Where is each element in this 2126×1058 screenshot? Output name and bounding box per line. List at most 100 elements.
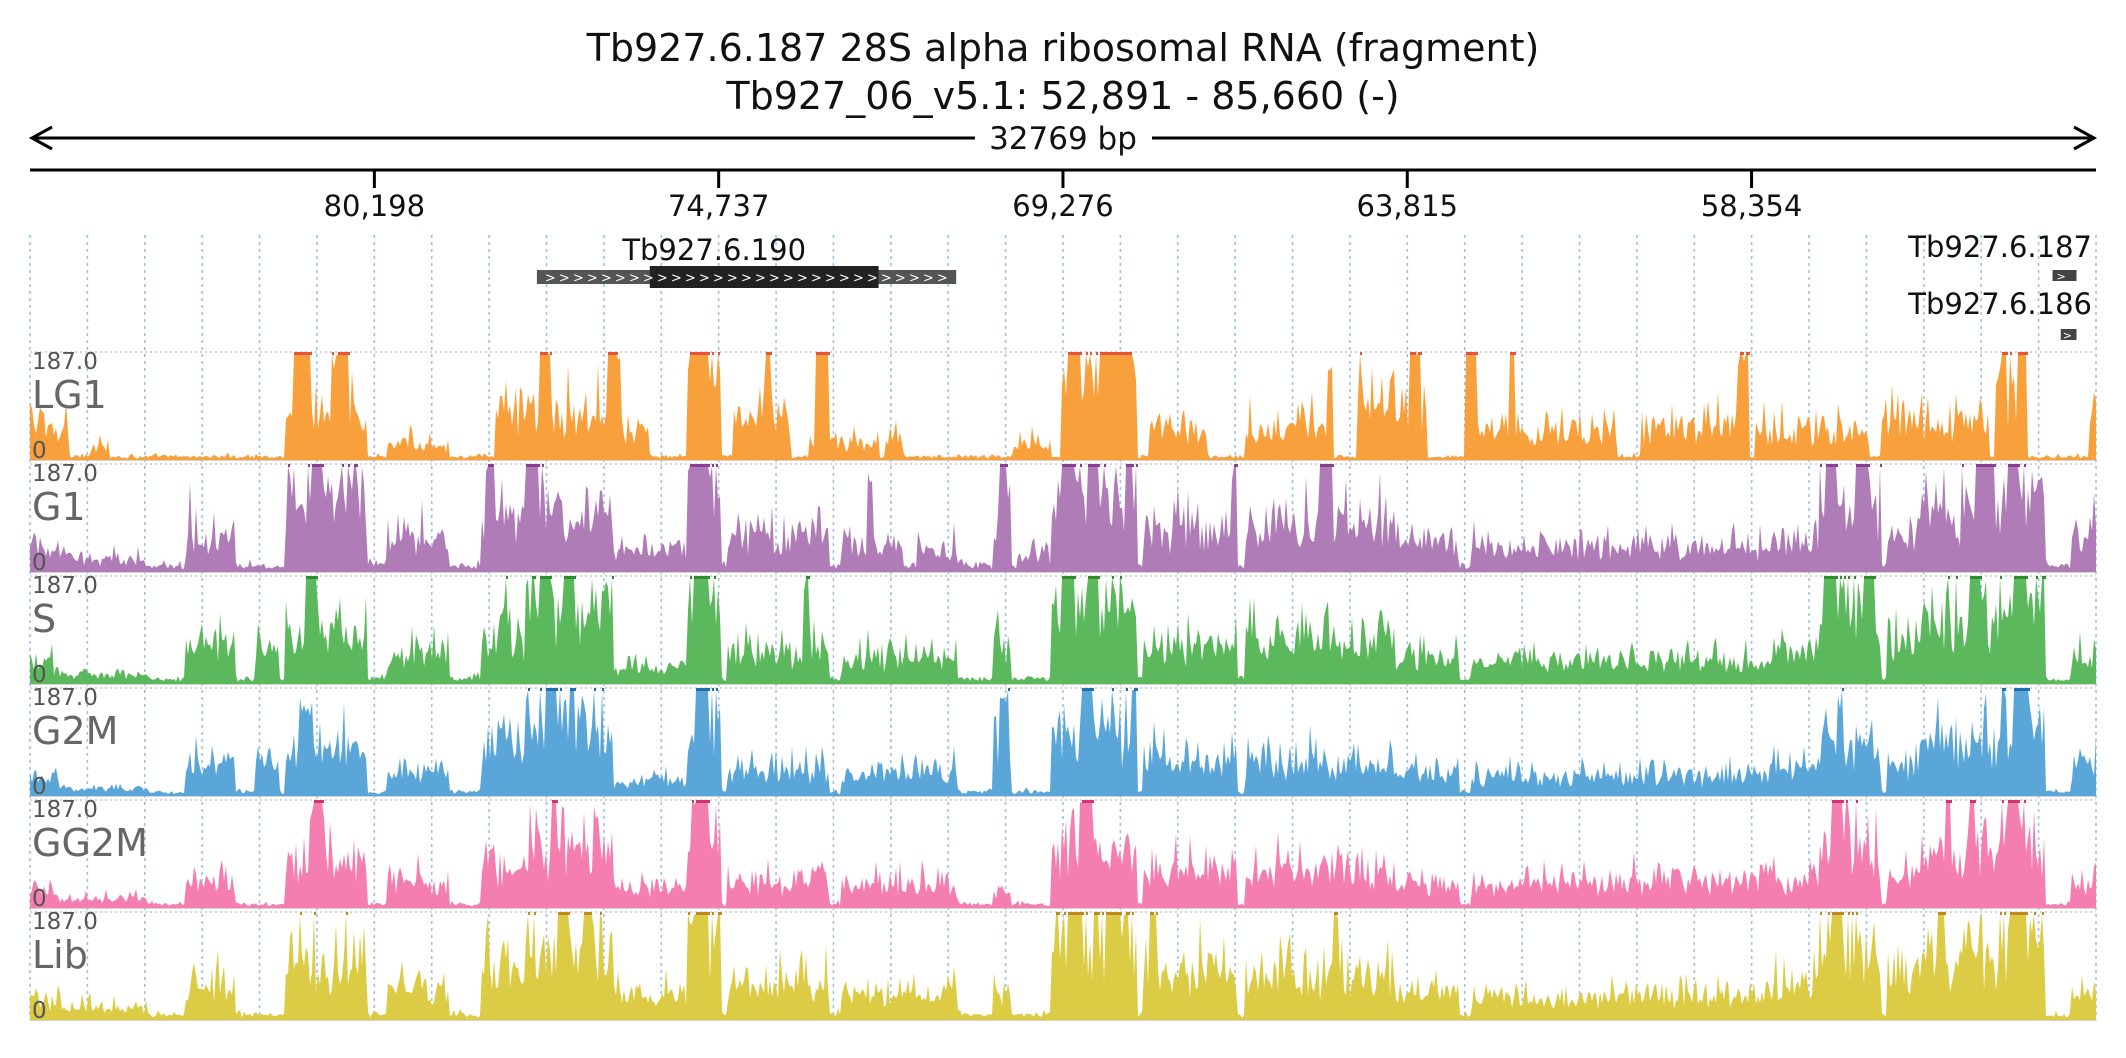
clipped-marker <box>526 464 540 467</box>
clipped-marker <box>2000 912 2002 915</box>
gene-label: Tb927.6.186 <box>1907 287 2092 321</box>
clipped-marker <box>1844 576 1846 579</box>
clipped-marker <box>692 800 694 803</box>
clipped-marker <box>2018 352 2028 355</box>
clipped-marker <box>1112 688 1114 691</box>
clipped-marker <box>294 352 312 355</box>
clipped-marker <box>1976 464 1996 467</box>
clipped-marker <box>712 912 714 915</box>
track-name-label: S <box>32 597 56 641</box>
clipped-marker <box>1820 464 1822 467</box>
clipped-marker <box>1126 912 1130 915</box>
clipped-marker <box>1320 464 1334 467</box>
gene-direction-arrow: > <box>2057 270 2066 283</box>
clipped-marker <box>594 688 596 691</box>
clipped-marker <box>1832 800 1844 803</box>
gene-direction-arrow: > <box>881 271 892 286</box>
clipped-marker <box>688 912 690 915</box>
clipped-marker <box>1938 912 1946 915</box>
clipped-marker <box>1136 464 1138 467</box>
gene-direction-arrow: > <box>587 271 598 286</box>
clipped-marker <box>1102 912 1104 915</box>
span-arrow-head-right <box>2073 125 2098 151</box>
clipped-marker <box>2042 576 2046 579</box>
track-max-label: 187.0 <box>32 461 98 487</box>
clipped-marker <box>1832 912 1844 915</box>
clipped-marker <box>1826 464 1838 467</box>
clipped-marker <box>1000 464 1008 467</box>
clipped-marker <box>608 352 618 355</box>
clipped-marker <box>612 576 614 579</box>
gene-direction-arrow: > <box>657 271 668 286</box>
clipped-marker <box>1746 352 1750 355</box>
coverage-area <box>30 578 2096 684</box>
clipped-marker <box>2008 464 2020 467</box>
gene-direction-arrow: > <box>923 271 934 286</box>
clipped-marker <box>1056 912 1060 915</box>
clipped-marker <box>1234 464 1238 467</box>
clipped-marker <box>712 352 714 355</box>
coverage-area <box>30 354 2096 460</box>
clipped-marker <box>1062 576 1076 579</box>
clipped-marker <box>1008 688 1010 691</box>
clipped-marker <box>2010 352 2012 355</box>
clipped-marker <box>1088 576 1100 579</box>
gene-direction-arrow: > <box>601 271 612 286</box>
clipped-marker <box>506 576 508 579</box>
clipped-marker <box>2014 688 2030 691</box>
clipped-marker <box>534 912 536 915</box>
gene-direction-arrow: > <box>783 271 794 286</box>
clipped-marker <box>1956 576 1958 579</box>
clipped-marker <box>816 352 830 355</box>
clipped-marker <box>712 688 714 691</box>
track-name-label: Lib <box>32 933 88 977</box>
gene-direction-arrow: > <box>853 271 864 286</box>
coverage-area <box>30 802 2096 908</box>
clipped-marker <box>1840 576 1842 579</box>
track-name-label: GG2M <box>32 821 148 865</box>
gene-direction-arrow: > <box>825 271 836 286</box>
clipped-marker <box>542 464 544 467</box>
clipped-marker <box>332 352 334 355</box>
gene-direction-arrow: > <box>937 271 948 286</box>
clipped-marker <box>1082 800 1094 803</box>
coverage-area <box>30 690 2096 796</box>
gene-label: Tb927.6.190 <box>621 233 806 267</box>
clipped-marker <box>1126 464 1134 467</box>
gene-direction-arrow: > <box>643 271 654 286</box>
clipped-marker <box>558 912 570 915</box>
gene-direction-arrow: > <box>573 271 584 286</box>
clipped-marker <box>1854 576 1856 579</box>
track-name-label: LG1 <box>32 373 107 417</box>
x-tick-label: 69,276 <box>1012 189 1113 223</box>
clipped-marker <box>2000 576 2002 579</box>
clipped-marker <box>300 912 302 915</box>
clipped-marker <box>1068 352 1082 355</box>
clipped-marker <box>1970 800 1976 803</box>
gene-direction-arrow: > <box>671 271 682 286</box>
clipped-marker <box>2014 576 2028 579</box>
x-tick-label: 58,354 <box>1701 189 1802 223</box>
x-tick-label: 74,737 <box>668 189 769 223</box>
clipped-marker <box>1970 576 1982 579</box>
clipped-marker <box>1094 912 1100 915</box>
gene-direction-arrow: > <box>699 271 710 286</box>
track-s: 187.0S 0 <box>30 573 2096 688</box>
clipped-marker <box>1864 576 1876 579</box>
gene-direction-arrow: > <box>839 271 850 286</box>
clipped-marker <box>696 800 710 803</box>
clipped-marker <box>528 688 530 691</box>
clipped-marker <box>716 464 718 467</box>
gene-direction-arrow: > <box>769 271 780 286</box>
clipped-marker <box>1740 352 1744 355</box>
clipped-marker <box>1856 912 1858 915</box>
clipped-marker <box>2002 800 2004 803</box>
clipped-marker <box>718 352 720 355</box>
clipped-marker <box>312 464 324 467</box>
track-zero-label: 0 <box>32 662 47 688</box>
track-name-label: G2M <box>32 709 118 753</box>
clipped-marker <box>1150 912 1154 915</box>
